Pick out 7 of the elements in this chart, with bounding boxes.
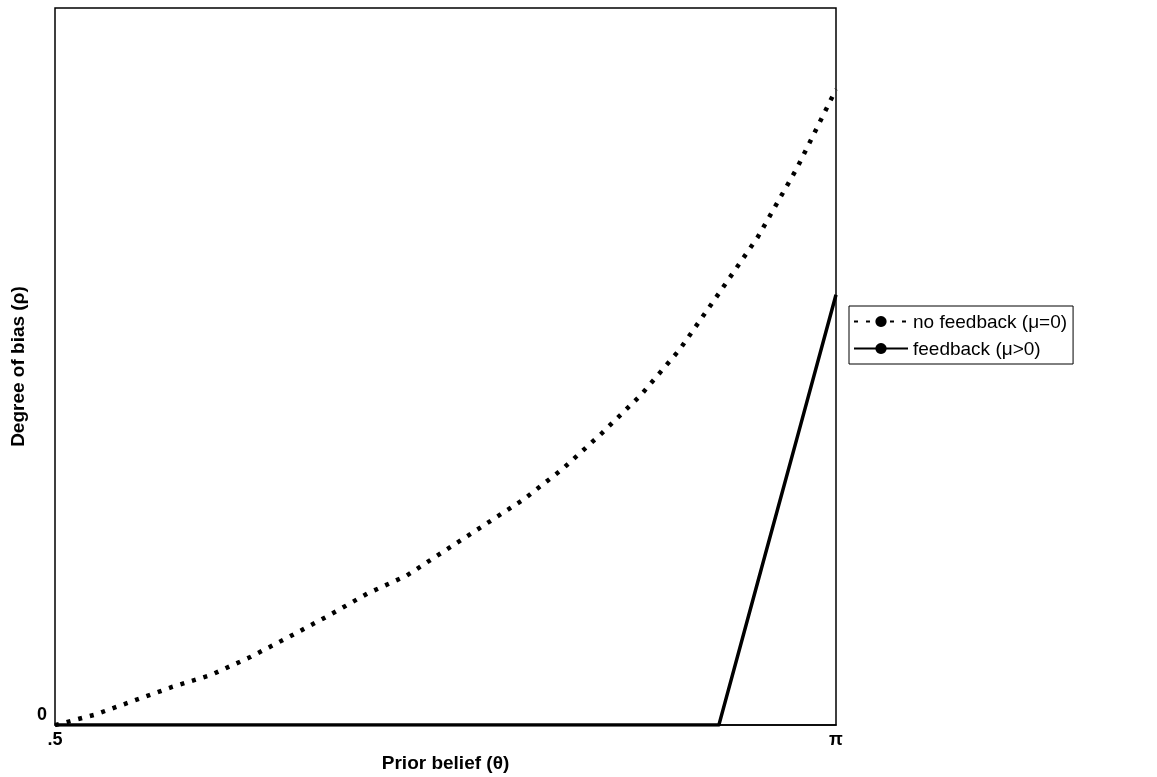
legend-label: feedback (μ>0) bbox=[913, 338, 1041, 359]
annotation: 0 bbox=[37, 704, 48, 725]
x-tick-label: π bbox=[829, 729, 844, 750]
x-tick-label: .5 bbox=[47, 729, 63, 750]
x-axis-title: Prior belief (θ) bbox=[381, 752, 510, 773]
legend-label: no feedback (μ=0) bbox=[913, 311, 1068, 332]
y-axis-title: Degree of bias (ρ) bbox=[7, 286, 28, 447]
